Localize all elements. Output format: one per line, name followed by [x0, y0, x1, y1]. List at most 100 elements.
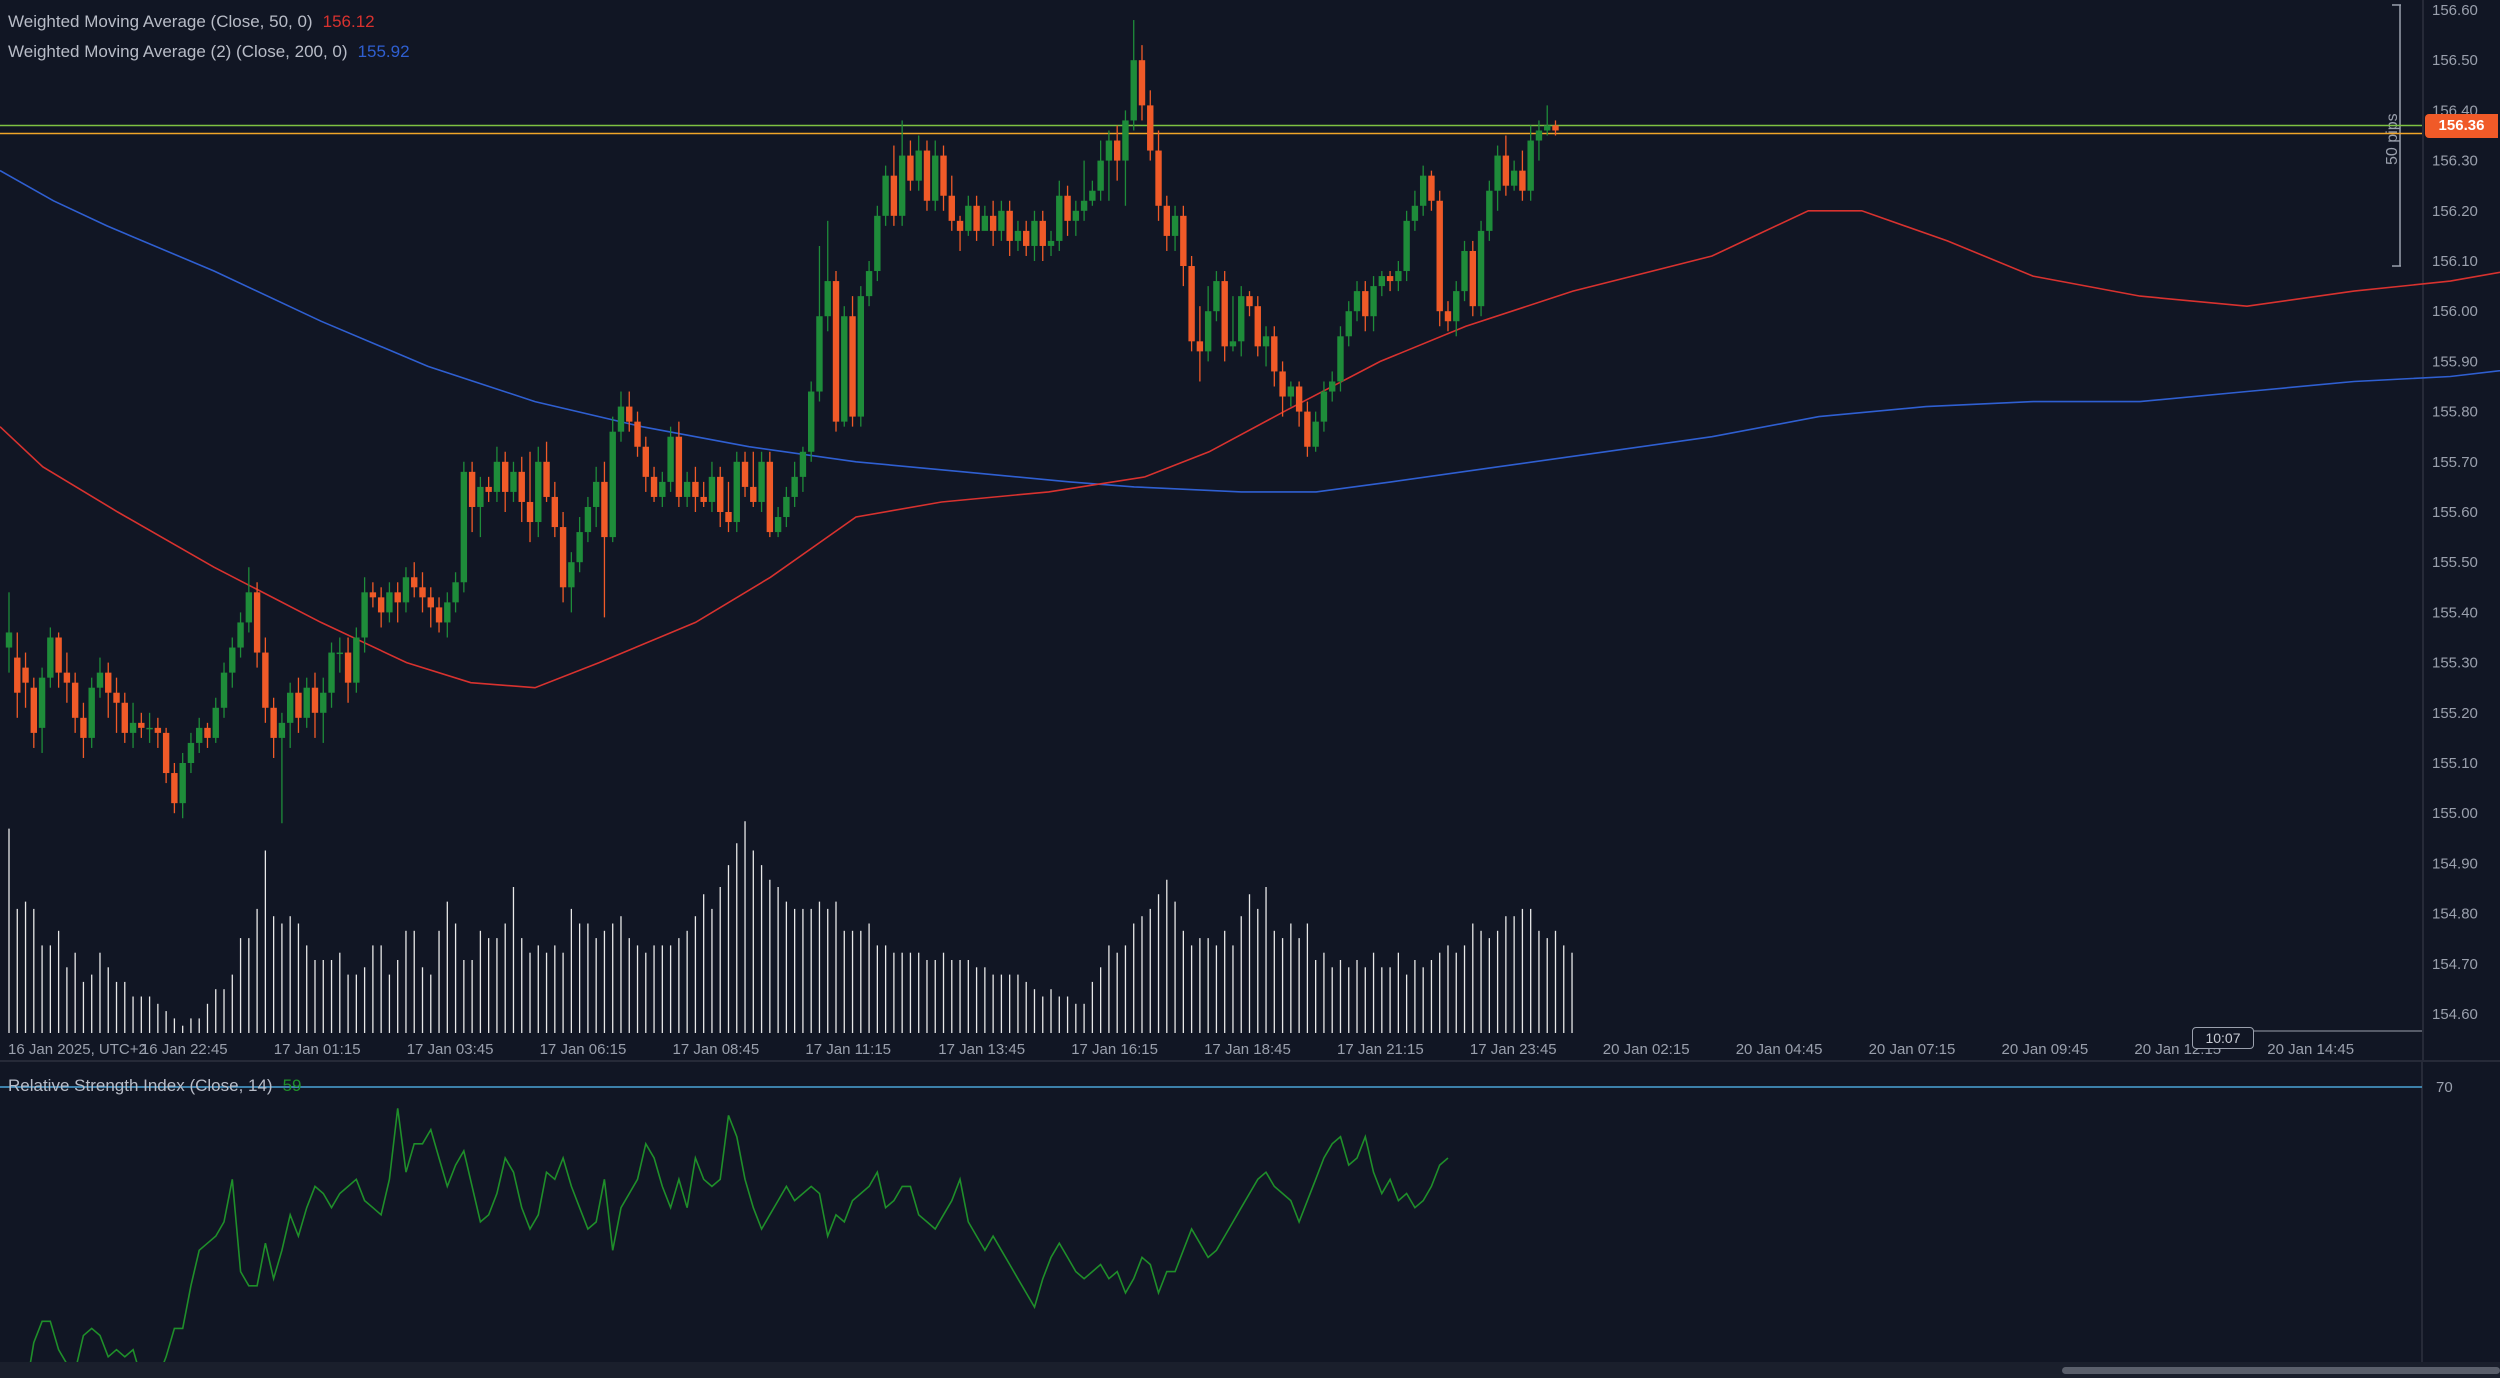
- candle-body: [692, 481, 699, 497]
- candle-body: [1155, 150, 1162, 206]
- candle-body: [1444, 311, 1452, 322]
- y-tick-label: 156.00: [2432, 303, 2478, 320]
- candle-body: [948, 195, 955, 221]
- candle-body: [88, 687, 95, 738]
- candle-body: [626, 406, 633, 422]
- candle-body: [1345, 311, 1352, 337]
- candle-body: [162, 732, 170, 774]
- candle-body: [898, 155, 906, 216]
- candle-body: [386, 592, 393, 613]
- candle-body: [543, 461, 550, 497]
- candle-body: [559, 527, 567, 588]
- rsi-legend-label: Relative Strength Index (Close, 14): [8, 1076, 273, 1095]
- candle-body: [791, 476, 798, 497]
- wma50-legend-value: 156.12: [322, 12, 375, 31]
- wma200-legend[interactable]: Weighted Moving Average (2) (Close, 200,…: [8, 42, 410, 62]
- candle-body: [1287, 386, 1295, 397]
- candle-body: [1461, 250, 1468, 292]
- candle-body: [799, 451, 807, 477]
- candle-body: [1403, 220, 1410, 272]
- candle-body: [63, 672, 71, 683]
- candle-body: [841, 316, 848, 422]
- candle-body: [683, 481, 691, 497]
- candle-body: [1362, 291, 1369, 317]
- x-tick-label: 20 Jan 14:45: [2267, 1041, 2354, 1058]
- candle-body: [874, 215, 881, 272]
- candle-body: [113, 692, 120, 703]
- x-tick-label: 20 Jan 04:45: [1736, 1041, 1823, 1058]
- candle-body: [30, 687, 38, 733]
- candle-body: [973, 205, 980, 231]
- candle-body: [402, 577, 410, 603]
- candle-body: [1502, 155, 1510, 186]
- candle-body: [71, 682, 79, 718]
- candle-body: [783, 496, 790, 518]
- rsi-legend[interactable]: Relative Strength Index (Close, 14) 59: [8, 1076, 302, 1096]
- candle-body: [1138, 60, 1146, 106]
- wma50-legend[interactable]: Weighted Moving Average (Close, 50, 0) 15…: [8, 12, 375, 32]
- candle-body: [634, 421, 641, 447]
- x-tick-label: 17 Jan 08:45: [673, 1041, 760, 1058]
- candle-body: [832, 281, 840, 422]
- candle-body: [1163, 205, 1170, 236]
- horizontal-scrollbar[interactable]: [0, 1362, 2500, 1378]
- candle-body: [1089, 190, 1096, 201]
- range-label: 50 pips: [2384, 113, 2401, 165]
- candle-body: [510, 471, 517, 492]
- candle-body: [617, 406, 625, 432]
- candle-body: [22, 667, 29, 683]
- candle-body: [1329, 381, 1336, 392]
- candle-body: [1113, 140, 1121, 161]
- wma50-line: [0, 210, 2500, 689]
- scrollbar-thumb[interactable]: [2062, 1367, 2500, 1374]
- candle-body: [1395, 271, 1402, 282]
- candle-body: [741, 461, 749, 487]
- candle-body: [1453, 291, 1460, 322]
- candle-body: [849, 316, 856, 417]
- candle-body: [1246, 296, 1253, 307]
- wma200-legend-label: Weighted Moving Average (2) (Close, 200,…: [8, 42, 348, 61]
- x-tick-label: 17 Jan 06:15: [540, 1041, 627, 1058]
- y-tick-label: 156.10: [2432, 253, 2478, 270]
- candle-body: [1378, 276, 1386, 287]
- candle-body: [411, 577, 418, 588]
- candle-body: [444, 602, 451, 623]
- candle-body: [766, 461, 774, 533]
- candle-body: [14, 657, 21, 693]
- candle-body: [146, 727, 153, 730]
- candle-body: [96, 672, 104, 688]
- candle-body: [1411, 205, 1419, 221]
- candle-body: [1419, 175, 1427, 206]
- candle-body: [1080, 200, 1088, 211]
- candle-body: [1006, 210, 1013, 241]
- candle-body: [940, 155, 947, 196]
- candle-body: [295, 692, 302, 718]
- candle-body: [253, 592, 261, 653]
- candle-body: [320, 692, 327, 713]
- candle-body: [857, 296, 865, 417]
- candle-body: [1196, 341, 1204, 352]
- candle-body: [981, 215, 989, 231]
- x-tick-label: 17 Jan 16:15: [1071, 1041, 1158, 1058]
- candle-body: [1477, 230, 1485, 307]
- candle-body: [675, 436, 683, 497]
- x-tick-label: 20 Jan 07:15: [1869, 1041, 1956, 1058]
- current-price-tag: 156.36: [2425, 114, 2498, 138]
- candle-body: [1180, 215, 1187, 267]
- candle-body: [807, 391, 815, 452]
- candle-body: [477, 486, 484, 507]
- x-tick-label: 17 Jan 23:45: [1470, 1041, 1557, 1058]
- wma200-line: [0, 169, 2500, 493]
- candle-body: [659, 481, 666, 497]
- candle-body: [865, 271, 873, 297]
- candle-body: [460, 471, 468, 583]
- candle-body: [1130, 60, 1137, 121]
- candle-body: [1337, 336, 1344, 382]
- candle-body: [1023, 230, 1030, 246]
- candle-body: [179, 763, 186, 804]
- wma50-legend-label: Weighted Moving Average (Close, 50, 0): [8, 12, 313, 31]
- candle-body: [1188, 266, 1195, 342]
- x-tick-label: 16 Jan 2025, UTC+2: [8, 1041, 147, 1058]
